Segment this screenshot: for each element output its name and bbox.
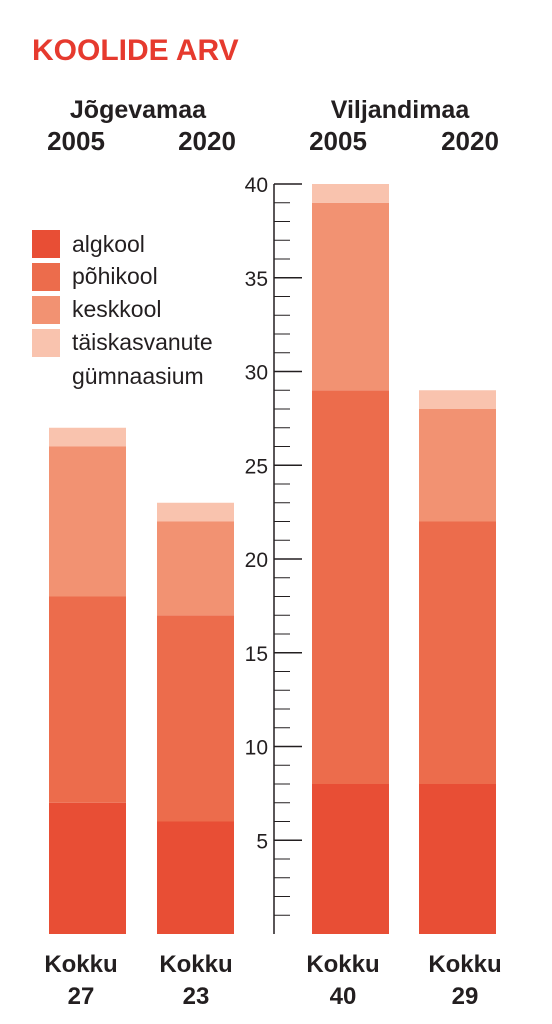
y-tick-label: 25 [245,455,268,478]
legend: algkool põhikool keskkool täiskasvanute … [32,230,213,389]
year-label: 2020 [441,126,499,156]
chart-title: KOOLIDE ARV [32,34,239,67]
bar-segment-keskkool [49,446,126,597]
legend-label-algkool: algkool [72,231,145,257]
group-label-viljandimaa: Viljandimaa [331,96,471,124]
bar-segment-pohikool [157,615,234,822]
legend-swatch-pohikool [32,263,60,291]
group-label-jogevamaa: Jõgevamaa [70,96,207,124]
legend-swatch-keskkool [32,296,60,324]
legend-swatch-taiskasvanute [32,329,60,357]
bar-segment-keskkool [419,409,496,522]
bar-segment-taiskasvanute [157,502,234,522]
bar-segment-keskkool [312,202,389,391]
y-axis: 5 10 15 20 25 30 35 40 [245,174,302,934]
bar-segment-algkool [157,821,234,934]
year-label: 2020 [178,126,236,156]
bar-segment-pohikool [312,390,389,784]
bar-segment-keskkool [157,521,234,616]
y-tick-label: 15 [245,643,268,666]
y-tick-label: 35 [245,268,268,291]
bar-segment-taiskasvanute [312,184,389,203]
total-label: Kokku [159,951,232,978]
total-label: Kokku [306,951,379,978]
year-label: 2005 [309,126,367,156]
y-tick-label: 10 [245,737,268,760]
y-tick-label: 20 [245,549,268,572]
y-tick-label: 5 [256,830,268,853]
y-tick-label: 30 [245,362,268,385]
total-value: 29 [452,983,479,1010]
bars [49,184,496,934]
bar-segment-taiskasvanute [419,390,496,409]
bar-segment-algkool [419,784,496,934]
legend-label-keskkool: keskkool [72,296,161,322]
legend-label-taiskasvanute: täiskasvanute [72,329,213,355]
bar-segment-algkool [49,802,126,934]
total-label: Kokku [44,951,117,978]
bar-segment-taiskasvanute [49,427,126,447]
legend-swatch-algkool [32,230,60,258]
total-value: 27 [68,983,95,1010]
legend-label-taiskasvanute-line2: gümnaasium [72,363,204,389]
total-label: Kokku [428,951,501,978]
legend-label-pohikool: põhikool [72,263,158,289]
y-tick-label: 40 [245,174,268,197]
year-label: 2005 [47,126,105,156]
bar-segment-algkool [312,784,389,934]
bar-segment-pohikool [419,521,496,784]
total-value: 23 [183,983,210,1010]
bar-segment-pohikool [49,596,126,803]
total-value: 40 [330,983,357,1010]
